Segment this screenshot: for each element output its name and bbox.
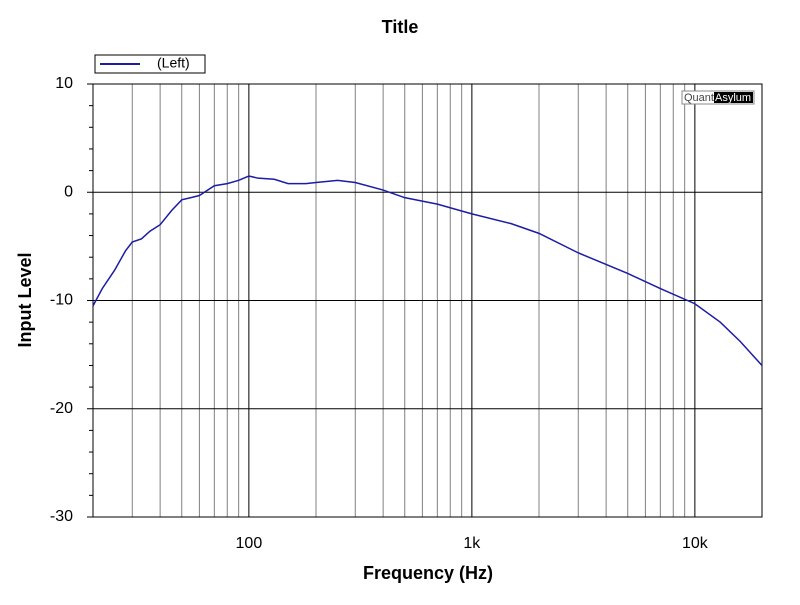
- y-tick-label: -20: [50, 400, 73, 417]
- y-tick-label: 0: [64, 183, 73, 200]
- data-line: [92, 175, 763, 366]
- legend-box: [94, 54, 206, 74]
- y-tick-label: -30: [50, 508, 73, 525]
- watermark-left: Quant: [684, 92, 714, 104]
- plot-frame: [92, 83, 763, 518]
- x-tick-label: 10k: [682, 535, 709, 552]
- x-tick-label: 100: [236, 535, 263, 552]
- x-axis-label: Frequency (Hz): [363, 563, 493, 583]
- x-tick-label: 1k: [463, 535, 481, 552]
- legend-label: (Left): [157, 55, 190, 71]
- chart-title: Title: [382, 17, 419, 37]
- y-axis-label: Input Level: [15, 252, 35, 347]
- y-tick-label: 10: [55, 75, 73, 92]
- y-tick-label: -10: [50, 292, 73, 309]
- legend: (Left): [94, 54, 206, 74]
- watermark-dark: [714, 92, 753, 103]
- watermark-right: Asylum: [715, 92, 751, 104]
